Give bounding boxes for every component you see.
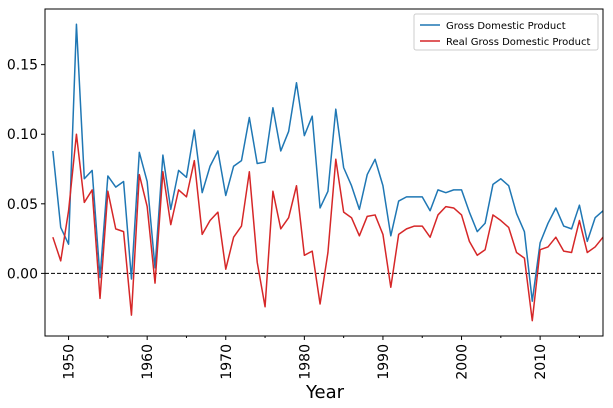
- legend-item-1: Gross Domestic Product: [420, 21, 566, 32]
- x-tick-label: 1980: [297, 344, 313, 380]
- x-tick-label: 2010: [533, 344, 549, 380]
- axes-frame: [44, 8, 604, 337]
- series-line-2: [52, 133, 604, 322]
- series-layer: [52, 23, 604, 322]
- x-axis-ticks: 1950 1960 1970 1980 1990 2000 2010: [62, 336, 580, 380]
- x-tick-label: 1990: [376, 344, 392, 380]
- x-axis-title: Year: [305, 382, 345, 403]
- axes-layer: [44, 8, 604, 337]
- legend-box: [413, 13, 599, 51]
- x-tick-label: 2000: [455, 344, 471, 380]
- series-1: [52, 23, 604, 302]
- y-tick-label: 0.15: [7, 58, 38, 74]
- y-tick-label: 0.00: [7, 266, 38, 282]
- y-axis-ticks: 0.00 0.05 0.10 0.15: [7, 58, 45, 282]
- legend-label: Gross Domestic Product: [446, 21, 566, 32]
- legend-item-2: Real Gross Domestic Product: [420, 37, 590, 48]
- y-tick-label: 0.05: [7, 197, 38, 213]
- legend-label: Real Gross Domestic Product: [446, 37, 590, 48]
- series-line-1: [52, 23, 604, 302]
- x-tick-label: 1960: [140, 344, 156, 380]
- series-2: [52, 133, 604, 322]
- y-tick-label: 0.10: [7, 127, 38, 143]
- x-tick-label: 1950: [62, 344, 78, 380]
- x-tick-label: 1970: [219, 344, 235, 380]
- legend: Gross Domestic Product Real Gross Domesti…: [413, 13, 599, 51]
